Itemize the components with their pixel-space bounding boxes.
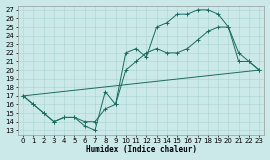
X-axis label: Humidex (Indice chaleur): Humidex (Indice chaleur)	[86, 145, 197, 154]
